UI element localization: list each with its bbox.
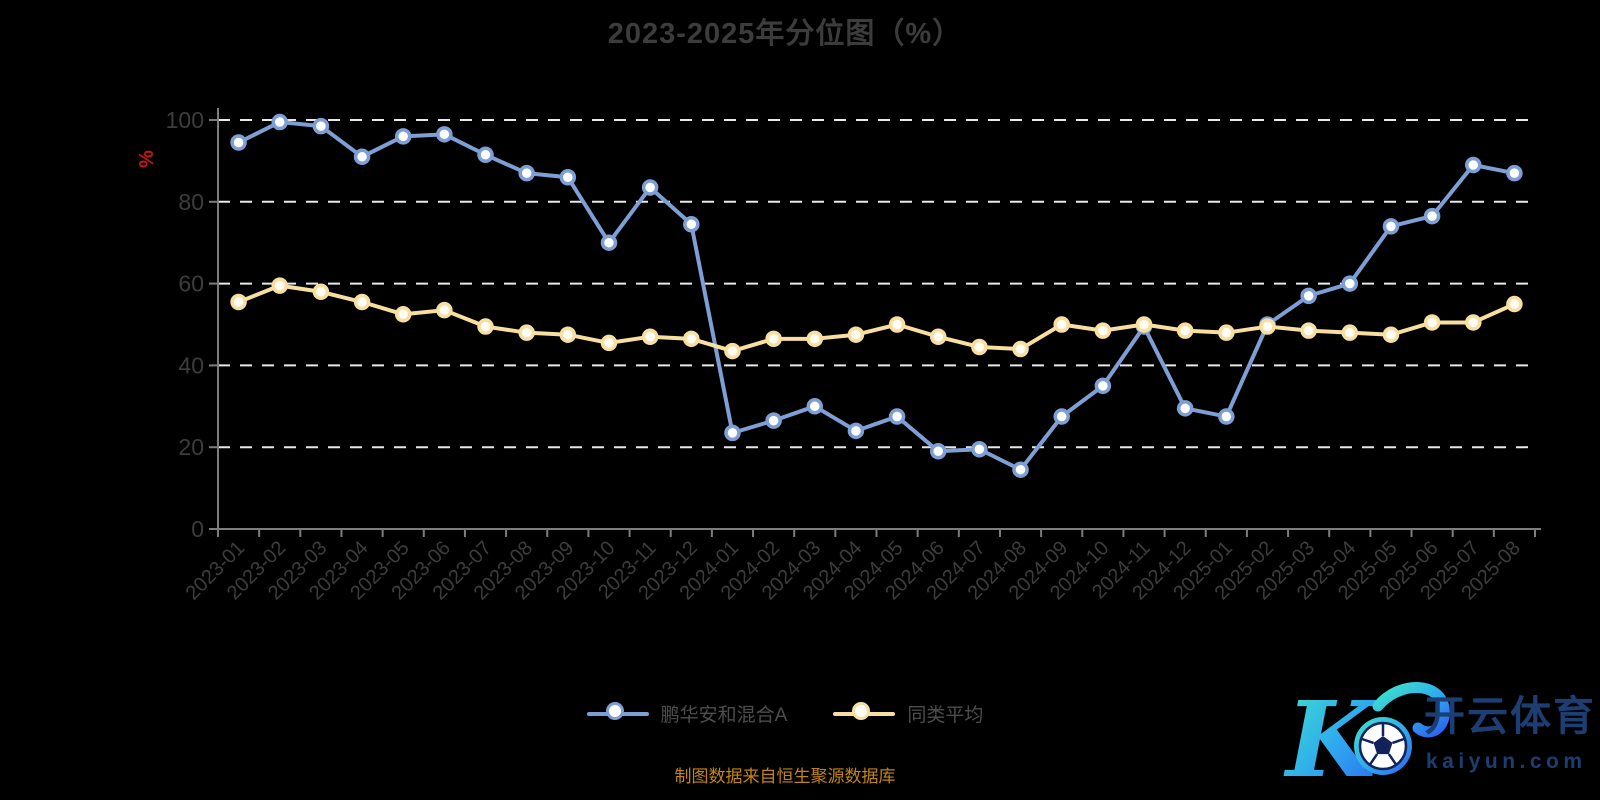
peer-average-data-point[interactable] bbox=[394, 306, 412, 323]
fund-data-point[interactable] bbox=[394, 128, 412, 145]
fund-data-point[interactable] bbox=[518, 164, 535, 182]
peer-average-data-point[interactable] bbox=[559, 326, 577, 343]
peer-average-data-point[interactable] bbox=[271, 277, 288, 294]
fund-data-point[interactable] bbox=[683, 216, 700, 233]
peer-average-data-point[interactable] bbox=[600, 334, 618, 352]
peer-average-data-point[interactable] bbox=[518, 324, 535, 341]
peer-average-data-point[interactable] bbox=[1465, 314, 1482, 331]
peer-average-line bbox=[236, 283, 1517, 354]
peer-average-series-marker-icon bbox=[833, 701, 896, 727]
legend-label-fund: 鹏华安和混合A bbox=[660, 705, 788, 726]
fund-data-point[interactable] bbox=[1176, 400, 1194, 417]
fund-data-point[interactable] bbox=[724, 424, 741, 442]
fund-data-point[interactable] bbox=[1053, 408, 1070, 425]
fund-data-point[interactable] bbox=[929, 443, 947, 460]
kaiyun-watermark-logo[interactable]: K 开云体育 kaiyun.com bbox=[1282, 676, 1592, 791]
fund-data-point[interactable] bbox=[312, 117, 330, 135]
peer-average-data-point[interactable] bbox=[312, 283, 330, 301]
peer-average-data-point[interactable] bbox=[724, 342, 741, 360]
peer-average-data-point[interactable] bbox=[1094, 322, 1112, 339]
fund-data-point[interactable] bbox=[806, 398, 824, 415]
peer-average-data-point[interactable] bbox=[971, 338, 988, 356]
peer-average-data-point[interactable] bbox=[1053, 316, 1070, 333]
fund-data-point[interactable] bbox=[1423, 207, 1441, 225]
fund-data-point[interactable] bbox=[477, 146, 494, 164]
peer-average-data-point[interactable] bbox=[353, 293, 371, 311]
logo-swirl-icon bbox=[1372, 682, 1450, 738]
fund-data-point[interactable] bbox=[1465, 156, 1482, 174]
percentile-line-chart[interactable]: 0204060801002023-012023-022023-032023-04… bbox=[0, 0, 1600, 680]
fund-data-point[interactable] bbox=[1506, 164, 1523, 182]
fund-data-point[interactable] bbox=[230, 134, 247, 151]
data-source-note: 制图数据来自恒生聚源数据库 bbox=[674, 767, 896, 786]
fund-data-point[interactable] bbox=[888, 408, 906, 425]
fund-data-point[interactable] bbox=[353, 148, 371, 166]
fund-line bbox=[236, 120, 1517, 472]
peer-average-data-point[interactable] bbox=[888, 316, 906, 333]
peer-average-data-point[interactable] bbox=[477, 318, 494, 335]
fund-data-point[interactable] bbox=[641, 179, 659, 196]
peer-average-data-point[interactable] bbox=[1506, 295, 1523, 313]
y-axis-tick-label: 0 bbox=[191, 516, 204, 542]
y-axis-tick-label: 100 bbox=[166, 107, 204, 133]
legend-label-peer-average: 同类平均 bbox=[907, 705, 984, 726]
peer-average-data-point[interactable] bbox=[1012, 340, 1029, 358]
chart-legend: 鹏华安和混合A 同类平均 bbox=[0, 700, 1570, 727]
peer-average-data-point[interactable] bbox=[1423, 314, 1441, 331]
peer-average-data-point[interactable] bbox=[230, 293, 247, 311]
peer-average-data-point[interactable] bbox=[1176, 322, 1194, 339]
y-axis-tick-label: 20 bbox=[178, 434, 204, 460]
fund-data-point[interactable] bbox=[436, 126, 453, 143]
fund-data-point[interactable] bbox=[847, 422, 865, 440]
legend-item-peer-average[interactable]: 同类平均 bbox=[833, 700, 983, 727]
peer-average-data-point[interactable] bbox=[1382, 326, 1400, 343]
fund-data-point[interactable] bbox=[1218, 408, 1235, 425]
fund-data-point[interactable] bbox=[559, 169, 577, 186]
fund-data-point[interactable] bbox=[1341, 275, 1359, 292]
peer-average-data-point[interactable] bbox=[765, 330, 782, 348]
peer-average-data-point[interactable] bbox=[436, 301, 453, 319]
y-axis-tick-label: 40 bbox=[178, 352, 204, 378]
fund-data-point[interactable] bbox=[1382, 218, 1400, 235]
peer-average-data-point[interactable] bbox=[847, 326, 865, 343]
peer-average-data-point[interactable] bbox=[1300, 322, 1317, 339]
legend-item-fund[interactable]: 鹏华安和混合A bbox=[586, 700, 788, 727]
soccer-ball-icon bbox=[1354, 717, 1412, 775]
fund-data-point[interactable] bbox=[600, 234, 618, 251]
fund-data-point[interactable] bbox=[1300, 287, 1317, 305]
peer-average-data-point[interactable] bbox=[1341, 324, 1359, 341]
peer-average-data-point[interactable] bbox=[1218, 324, 1235, 341]
fund-data-point[interactable] bbox=[1012, 461, 1029, 478]
fund-data-point[interactable] bbox=[271, 113, 288, 131]
fund-data-point[interactable] bbox=[971, 440, 988, 458]
watermark-domain-text: kaiyun.com bbox=[1426, 750, 1587, 773]
y-axis-tick-label: 60 bbox=[178, 271, 204, 297]
peer-average-data-point[interactable] bbox=[683, 330, 700, 348]
page-title: 2023-2025年分位图（%） bbox=[607, 18, 963, 50]
fund-data-point[interactable] bbox=[765, 412, 782, 429]
peer-average-data-point[interactable] bbox=[929, 328, 947, 346]
fund-data-point[interactable] bbox=[1094, 377, 1112, 395]
peer-average-data-point[interactable] bbox=[641, 328, 659, 346]
peer-average-data-point[interactable] bbox=[1259, 318, 1276, 335]
fund-series-marker-icon bbox=[586, 701, 649, 727]
peer-average-data-point[interactable] bbox=[806, 330, 824, 348]
y-axis-tick-label: 80 bbox=[178, 189, 204, 215]
watermark-brand-text: 开云体育 bbox=[1424, 693, 1592, 739]
peer-average-data-point[interactable] bbox=[1135, 316, 1153, 333]
